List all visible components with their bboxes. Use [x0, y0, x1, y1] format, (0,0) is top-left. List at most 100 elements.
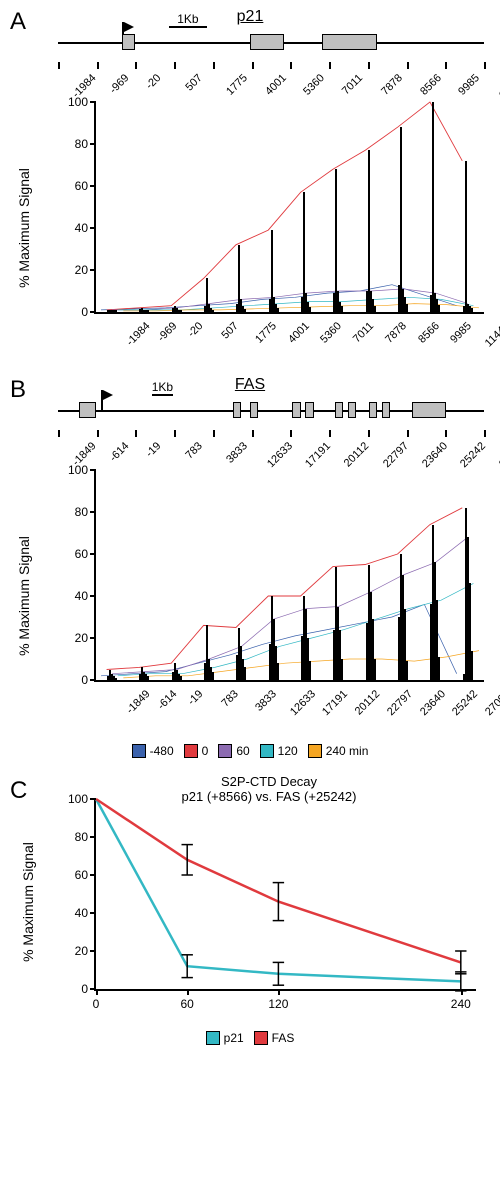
- exon: [369, 402, 378, 418]
- panel-b-scalebar-label: 1Kb: [152, 380, 173, 394]
- gene-tick-label: 7878: [379, 72, 405, 98]
- x-tick-label: 20112: [352, 688, 382, 718]
- exon: [335, 402, 344, 418]
- panel-b-gene-ticks: -1849-614-197833833126331719120112227972…: [58, 430, 484, 468]
- legend-label: 60: [236, 744, 249, 758]
- gene-tick: [97, 62, 99, 69]
- gene-tick: [97, 430, 99, 437]
- panel-b-gene-diagram: 1Kb -1849-614-19783383312633171912011222…: [58, 396, 484, 466]
- x-tick-label: 783: [219, 688, 240, 709]
- x-tick-label: -614: [155, 688, 179, 712]
- panel-c-plot: 020406080100060120240: [94, 799, 476, 991]
- gene-tick: [445, 430, 447, 437]
- panel-a: A p21 1Kb -1984-969-20507177540015360701…: [10, 8, 490, 358]
- x-tick-label: 507: [219, 320, 240, 341]
- gene-tick-label: 7011: [340, 72, 365, 97]
- bar: [309, 661, 311, 680]
- bar: [244, 667, 246, 680]
- gene-tick: [368, 430, 370, 437]
- gene-tick-label: 783: [184, 440, 205, 461]
- gene-tick-label: 3833: [224, 440, 250, 466]
- x-tick: [187, 989, 189, 995]
- legend-swatch: [260, 744, 274, 758]
- bar-group: [290, 102, 322, 312]
- x-tick-label: 9985: [448, 320, 474, 346]
- panel-b-tss-arrowhead: [103, 390, 113, 400]
- gene-tick: [407, 430, 409, 437]
- x-tick-label: 1775: [253, 320, 279, 346]
- y-tick-label: 20: [75, 944, 96, 958]
- gene-tick-label: -969: [107, 72, 131, 96]
- bar: [147, 310, 149, 312]
- bar-group: [290, 470, 322, 680]
- panel-a-scalebar-line: [169, 26, 207, 28]
- panel-a-gene-title: p21: [10, 8, 490, 26]
- legend-label: 0: [202, 744, 209, 758]
- bar-group: [419, 470, 451, 680]
- legend-c-item: p21: [206, 1031, 244, 1045]
- bar: [244, 309, 246, 312]
- bar-group: [322, 102, 354, 312]
- bar-group: [322, 470, 354, 680]
- legend-ab: -480 0 60 120 240 min: [10, 744, 490, 763]
- panel-b-scalebar-line: [152, 394, 173, 396]
- panel-b-yaxis-title: % Maximum Signal: [16, 536, 32, 656]
- legend-c: p21 FAS: [10, 1031, 490, 1050]
- y-tick-label: 100: [68, 95, 96, 109]
- panel-a-chart: % Maximum Signal 020406080100 -1984-969-…: [58, 98, 484, 358]
- gene-tick: [135, 430, 137, 437]
- bar: [115, 678, 117, 680]
- bar: [180, 676, 182, 680]
- panel-c-yaxis-title: % Maximum Signal: [20, 842, 36, 962]
- panel-a-scalebar: 1Kb: [169, 12, 207, 28]
- panel-a-gene-track: 1Kb: [58, 28, 484, 62]
- bar: [277, 663, 279, 680]
- panel-b-letter: B: [10, 376, 26, 404]
- bar-group: [193, 470, 225, 680]
- legend-label: FAS: [272, 1031, 295, 1045]
- exon: [122, 34, 135, 50]
- gene-tick-label: 8566: [418, 72, 444, 98]
- bar-group: [355, 470, 387, 680]
- y-tick-label: 20: [75, 263, 96, 277]
- x-tick-label: 23640: [418, 688, 448, 718]
- bar: [374, 659, 376, 680]
- x-tick-label: 4001: [286, 320, 312, 346]
- x-tick-label: -969: [155, 320, 179, 344]
- bar: [465, 161, 467, 312]
- bar: [212, 672, 214, 680]
- bar: [374, 306, 376, 312]
- legend-label: 120: [278, 744, 298, 758]
- gene-tick: [213, 62, 215, 69]
- gene-tick: [58, 62, 60, 69]
- bar-group: [452, 102, 484, 312]
- x-tick-label: 25242: [450, 688, 480, 718]
- x-tick-label: -20: [186, 320, 206, 340]
- legend-label: 240 min: [326, 744, 369, 758]
- x-tick-label: 5360: [318, 320, 344, 346]
- gene-tick: [174, 62, 176, 69]
- panel-c-chart: S2P-CTD Decay p21 (+8566) vs. FAS (+2524…: [58, 777, 480, 1027]
- panel-b-xlabels: -1849-614-197833833126331719120112227972…: [94, 682, 484, 726]
- panel-b-chart: % Maximum Signal 020406080100 -1849-614-…: [58, 466, 484, 726]
- bar: [180, 310, 182, 312]
- legend-item: 120: [260, 744, 298, 758]
- bar: [432, 102, 434, 312]
- gene-tick: [290, 62, 292, 69]
- decay-line: [96, 799, 461, 981]
- exon: [305, 402, 314, 418]
- x-tick-label: 22797: [385, 688, 415, 718]
- bar-group: [419, 102, 451, 312]
- gene-tick: [407, 62, 409, 69]
- gene-tick-label: 5360: [302, 72, 328, 98]
- bar-group: [355, 102, 387, 312]
- bar-group: [96, 470, 128, 680]
- panel-c-letter: C: [10, 777, 27, 805]
- bar: [438, 657, 440, 680]
- gene-tick: [252, 62, 254, 69]
- bar-group: [96, 102, 128, 312]
- panel-a-plot: 020406080100: [94, 102, 484, 314]
- legend-item: -480: [132, 744, 174, 758]
- panel-b-plot: 020406080100: [94, 470, 484, 682]
- gene-tick-label: 9985: [456, 72, 482, 98]
